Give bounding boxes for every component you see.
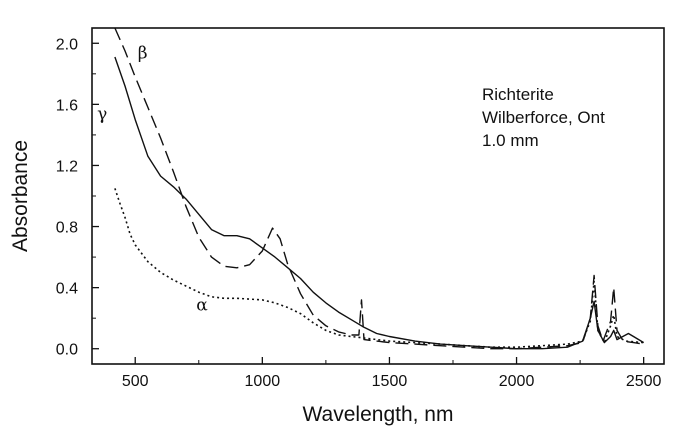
y-tick-label: 1.6 <box>56 97 78 114</box>
y-tick-label: 0.8 <box>56 220 78 237</box>
x-tick-label: 500 <box>122 373 149 390</box>
annotation-line-2: Wilberforce, Ont <box>482 108 605 127</box>
x-tick-label: 1000 <box>245 373 281 390</box>
y-tick-label: 2.0 <box>56 36 78 53</box>
y-tick-label: 1.2 <box>56 158 78 175</box>
annotation-line-1: Richterite <box>482 85 554 104</box>
x-axis-ticks: 500 1000 1500 2000 2500 <box>122 357 662 390</box>
y-axis-ticks: 0.0 0.4 0.8 1.2 1.6 2.0 <box>56 36 99 359</box>
series-label-2: γ <box>97 105 107 125</box>
series-layer <box>114 27 645 350</box>
y-tick-label: 0.0 <box>56 342 78 359</box>
x-tick-label: 2000 <box>499 373 535 390</box>
y-axis-title: Absorbance <box>9 140 32 252</box>
series-line-1 <box>114 27 644 350</box>
series-labels: β γ α <box>97 44 208 316</box>
series-line-2 <box>114 56 645 350</box>
series-label-3: α <box>196 296 208 316</box>
x-axis-title: Wavelength, nm <box>303 403 454 426</box>
series-label-1: β <box>138 44 148 64</box>
annotation-line-3: 1.0 mm <box>482 131 539 150</box>
y-tick-label: 0.4 <box>56 281 78 298</box>
x-tick-label: 2500 <box>626 373 662 390</box>
plot-frame <box>91 27 665 365</box>
series-line-3 <box>114 188 644 349</box>
x-tick-label: 1500 <box>372 373 408 390</box>
